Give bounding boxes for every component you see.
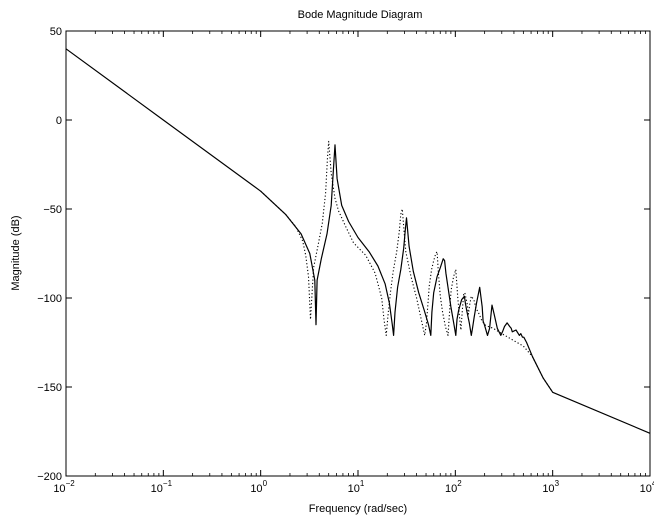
x-tick-label: 103	[542, 479, 559, 495]
x-axis-label: Frequency (rad/sec)	[309, 503, 407, 515]
series-layer	[65, 48, 651, 434]
solid-response-line	[65, 48, 651, 434]
y-tick-label: −100	[37, 293, 62, 305]
x-tick-label: 101	[348, 479, 365, 495]
tick-marks	[65, 30, 651, 477]
y-axis-label: Magnitude (dB)	[10, 215, 22, 290]
x-tick-label: 10−1	[151, 479, 173, 495]
x-tick-label: 104	[640, 479, 654, 495]
plot-area-frame	[65, 30, 651, 477]
x-tick-label: 102	[445, 479, 462, 495]
y-tick-label: −200	[37, 471, 62, 483]
y-tick-label: −150	[37, 382, 62, 394]
y-tick-label: 0	[56, 115, 62, 127]
chart-title: Bode Magnitude Diagram	[298, 9, 423, 21]
dotted-response-line	[260, 140, 554, 393]
x-tick-label: 100	[250, 479, 267, 495]
x-tick-label: 10−2	[53, 479, 75, 495]
y-tick-label: −50	[43, 204, 62, 216]
y-tick-labels: 50 0 −50 −100 −150 −200	[37, 26, 62, 483]
y-tick-label: 50	[50, 26, 62, 38]
x-tick-labels: 10−2 10−1 100 101 102 103 104	[53, 479, 654, 495]
